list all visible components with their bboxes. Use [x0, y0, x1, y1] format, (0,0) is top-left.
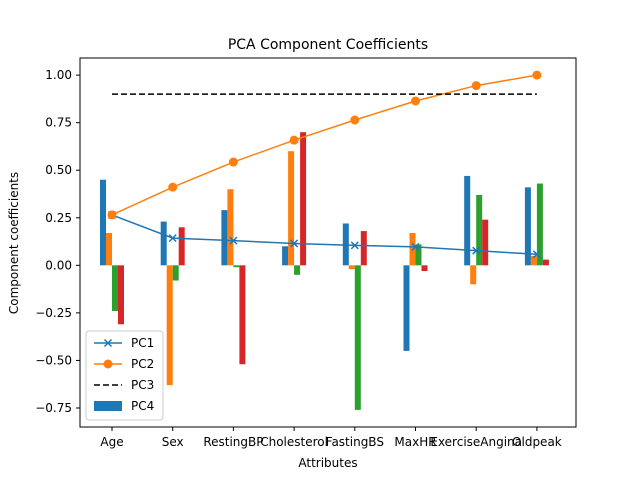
y-tick-label-4: 0.00 [45, 258, 72, 272]
x-tick-label-1: Age [100, 435, 123, 449]
pc2-bars-bar-2 [166, 265, 173, 386]
pc4-bars-bar-1 [118, 265, 124, 325]
x-tick-label-8: Oldpeak [512, 435, 562, 449]
chart-title: PCA Component Coefficients [228, 37, 428, 53]
pc3-bars-bar-8 [536, 183, 543, 266]
x-tick-label-5: FastingBS [326, 435, 384, 449]
pc4-bars-bar-2 [178, 227, 185, 266]
pc1-point-5 [350, 241, 359, 250]
x-axis-title: Attributes [298, 456, 357, 470]
pc4-bars-bar-8 [542, 259, 549, 266]
pc2-point-2 [168, 182, 178, 192]
pc1-bars-bar-2 [160, 221, 167, 266]
pc3-bars-bar-1 [112, 265, 118, 311]
pc3-bars-bar-3 [233, 265, 240, 268]
pc2-point-4 [289, 135, 299, 145]
pc4-bars-bar-3 [239, 265, 246, 365]
pc3-bars-bar-5 [354, 265, 361, 410]
x-tick-label-2: Sex [162, 435, 184, 449]
pc1-line [111, 214, 537, 256]
x-tick-label-7: ExerciseAngina [430, 435, 522, 449]
pc2-point-7 [471, 81, 481, 91]
pc2-point-8 [532, 70, 542, 80]
pc1-point-8 [532, 250, 541, 259]
y-tick-label-2: −0.50 [35, 353, 72, 367]
axes-frame [79, 57, 577, 428]
pc2-bars-bar-1 [106, 232, 112, 266]
pc2-bars-bar-4 [288, 151, 295, 266]
pc1-point-2 [168, 234, 177, 243]
legend-label-pc3: PC3 [131, 378, 154, 392]
y-tick-label-7: 0.75 [45, 116, 72, 130]
x-tick-label-6: MaxHR [394, 435, 436, 449]
pc2-bars-bar-8 [530, 255, 537, 266]
pc2-bars-bar-7 [470, 265, 477, 285]
legend-box [85, 330, 164, 421]
y-tick-label-3: −0.25 [35, 306, 72, 320]
pc2-point-1 [107, 210, 117, 220]
pc2-point-3 [228, 157, 238, 167]
legend-marker-pc2 [103, 359, 113, 369]
pc3-bars-bar-7 [476, 194, 483, 266]
y-tick-label-8: 1.00 [45, 68, 72, 82]
pc1-point-6 [411, 242, 420, 251]
y-tick-label-5: 0.25 [45, 211, 72, 225]
pc1-point-7 [472, 246, 481, 255]
pc3-bars-bar-6 [415, 244, 422, 266]
legend-swatch-pc4 [94, 401, 122, 411]
pc4-bars-bar-6 [421, 265, 428, 272]
legend-label-pc4: PC4 [131, 399, 154, 413]
pc2-line [111, 74, 538, 216]
legend-label-pc1: PC1 [131, 336, 154, 350]
pc3-bars-bar-4 [294, 265, 301, 275]
pc4-bars-bar-7 [482, 219, 489, 266]
pc2-bars-bar-3 [227, 189, 234, 266]
pc4-bars-bar-5 [360, 231, 367, 266]
y-tick-label-1: −0.75 [35, 401, 72, 415]
pc2-point-6 [411, 96, 420, 106]
pc1-bars-bar-6 [403, 265, 410, 351]
pc1-point-4 [290, 239, 299, 248]
pc2-point-5 [350, 115, 360, 125]
legend: PC1 PC2 PC3 PC4 [85, 330, 164, 421]
pc2-bars-bar-5 [348, 265, 355, 270]
pc1-bars-bar-7 [464, 175, 471, 266]
y-axis-title: Component coefficients [7, 172, 21, 314]
pc4-bars-bar-4 [300, 132, 307, 266]
y-tick-label-6: 0.50 [45, 163, 72, 177]
pc1-bars-bar-8 [524, 187, 531, 266]
pc1-bars-bar-4 [282, 246, 289, 266]
pc1-bars-bar-3 [221, 210, 228, 266]
legend-marker-pc1 [103, 338, 113, 348]
x-tick-label-3: RestingBP [203, 435, 263, 449]
x-tick-label-4: Cholesterol [260, 435, 328, 449]
pc1-point-3 [229, 236, 238, 245]
pc1-bars-bar-1 [100, 179, 106, 266]
plot-area: −0.75 −0.50 −0.25 0.00 0.25 0.50 0.75 1.00 Age Se… [35, 57, 577, 449]
pc3-bars-bar-2 [172, 265, 179, 281]
legend-label-pc2: PC2 [131, 357, 154, 371]
